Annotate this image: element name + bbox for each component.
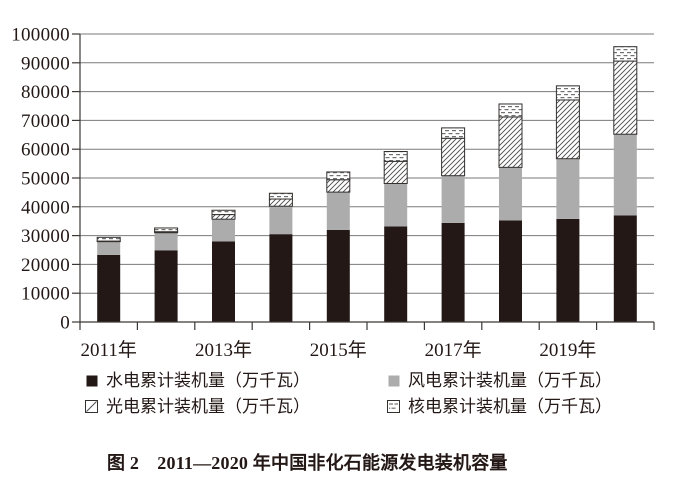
bar-segment-2020年 — [613, 134, 637, 216]
bar-segment-2015年 — [326, 192, 350, 230]
bar-segment-2012年 — [154, 232, 178, 251]
bar-segment-2016年 — [384, 226, 408, 322]
bar-segment-2018年 — [499, 167, 522, 221]
bar-segment-2019年 — [555, 85, 580, 101]
y-tick-label: 30000 — [21, 226, 70, 247]
bar-segment-2017年 — [441, 127, 466, 139]
bar-segment-2011年 — [96, 236, 121, 242]
bar-segment-2018年 — [498, 103, 523, 118]
legend-marker-wind-icon — [388, 375, 400, 386]
legend-label-nuclear: 核电累计装机量（万千瓦） — [408, 397, 612, 416]
bars-group — [96, 46, 638, 322]
bar-segment-2017年 — [441, 137, 466, 177]
bar-segment-2011年 — [97, 254, 121, 322]
bar-segment-2020年 — [613, 60, 638, 135]
y-tick-label: 100000 — [11, 25, 70, 46]
bar-segment-2018年 — [499, 220, 522, 322]
bar-segment-2013年 — [212, 241, 235, 322]
bar-segment-2014年 — [268, 198, 293, 207]
bar-segment-2015年 — [326, 171, 351, 181]
legend-item-solar: 光电累计装机量（万千瓦） — [85, 398, 310, 415]
bar-segment-2014年 — [268, 192, 293, 200]
bar-segment-2019年 — [556, 158, 580, 219]
bar-segment-2017年 — [441, 175, 465, 223]
bar-segment-2019年 — [556, 218, 580, 322]
x-tick-label: 2013年 — [195, 339, 252, 361]
bar-segment-2016年 — [383, 160, 408, 184]
bar-segment-2015年 — [326, 229, 350, 322]
bar-segment-2012年 — [154, 227, 179, 233]
legend-marker-nuclear-icon — [387, 400, 400, 413]
y-tick-label: 80000 — [21, 82, 70, 103]
y-tick-label: 60000 — [21, 140, 70, 161]
y-tick-label: 40000 — [21, 197, 70, 218]
bar-segment-2016年 — [384, 183, 408, 227]
bar-segment-2020年 — [613, 215, 637, 322]
x-tick-label: 2019年 — [539, 339, 596, 361]
bar-segment-2013年 — [212, 219, 235, 242]
bar-segment-2012年 — [154, 250, 178, 322]
bar-segment-2013年 — [211, 209, 236, 216]
bar-segment-2020年 — [613, 46, 638, 62]
legend-label-hydro: 水电累计装机量（万千瓦） — [106, 371, 310, 390]
legend-item-nuclear: 核电累计装机量（万千瓦） — [387, 398, 612, 415]
x-tick-label: 2015年 — [310, 339, 367, 361]
x-tick-label: 2011年 — [81, 339, 137, 361]
bar-segment-2018年 — [498, 116, 523, 168]
legend-label-wind: 风电累计装机量（万千瓦） — [408, 371, 612, 390]
y-tick-label: 70000 — [21, 111, 70, 132]
legend-marker-hydro-icon — [86, 375, 98, 386]
bar-segment-2013年 — [211, 214, 236, 220]
axes-group — [72, 33, 655, 330]
bar-segment-2015年 — [326, 179, 351, 193]
legend-item-hydro: 水电累计装机量（万千瓦） — [86, 372, 310, 389]
figure-caption: 图 2 2011—2020 年中国非化石能源发电装机容量 — [107, 453, 508, 473]
stacked-bar-chart: 0 10000 20000 30000 40000 50000 60000 70000 8000… — [11, 25, 655, 362]
y-tick-label: 20000 — [21, 255, 70, 276]
bar-segment-2011年 — [97, 241, 121, 255]
x-tick-label: 2017年 — [425, 339, 482, 361]
y-tick-label: 10000 — [21, 284, 70, 305]
legend-label-solar: 光电累计装机量（万千瓦） — [106, 397, 310, 416]
bar-segment-2017年 — [441, 222, 465, 322]
y-tick-label: 0 — [60, 313, 70, 334]
bar-segment-2019年 — [555, 99, 580, 160]
axis-labels-group: 0 10000 20000 30000 40000 50000 60000 70000 8000… — [11, 25, 596, 362]
bar-segment-2014年 — [269, 206, 293, 235]
y-tick-label: 90000 — [21, 53, 70, 74]
bar-segment-2014年 — [269, 234, 293, 322]
bar-segment-2016年 — [383, 151, 408, 162]
y-tick-label: 50000 — [21, 169, 70, 190]
legend-marker-solar-icon — [85, 400, 98, 413]
legend-item-wind: 风电累计装机量（万千瓦） — [388, 372, 612, 389]
